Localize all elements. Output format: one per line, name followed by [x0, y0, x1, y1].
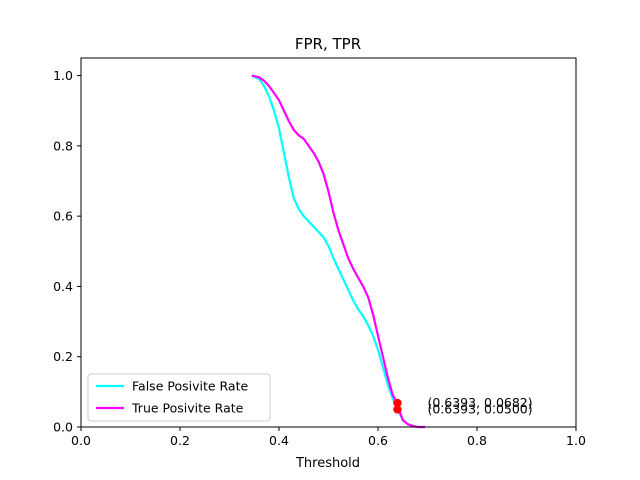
x-tick-label: 0.2: [170, 433, 190, 448]
point-annotation-1: (0.6393, 0.0682): [427, 395, 532, 410]
y-tick-label: 1.0: [53, 68, 73, 83]
threshold-marker-2: [393, 405, 402, 414]
y-tick-label: 0.2: [53, 349, 73, 364]
y-tick-label: 0.0: [53, 420, 73, 435]
legend-label-tpr: True Posivite Rate: [131, 401, 244, 416]
threshold-marker-1: [393, 398, 402, 408]
x-tick-label: 0.6: [368, 433, 388, 448]
x-tick-label: 1.0: [566, 433, 586, 448]
x-tick-label: 0.4: [269, 433, 289, 448]
point-annotation-2: (0.6393, 0.0500): [427, 401, 532, 416]
legend-box: [87, 373, 271, 422]
legend-label-fpr: False Posivite Rate: [132, 379, 248, 394]
chart-title: FPR, TPR: [295, 35, 361, 53]
y-tick-label: 0.4: [53, 279, 73, 294]
y-tick-label: 0.8: [53, 138, 73, 153]
plot-frame: [80, 57, 577, 428]
x-tick-label: 0.8: [467, 433, 487, 448]
x-tick-label: 0.0: [71, 433, 91, 448]
plot-area: (0.6393, 0.0682)(0.6393, 0.0500) 0.0 0.2 0.…: [53, 57, 586, 448]
x-axis-label: Threshold: [295, 456, 360, 471]
y-tick-label: 0.6: [53, 209, 73, 224]
